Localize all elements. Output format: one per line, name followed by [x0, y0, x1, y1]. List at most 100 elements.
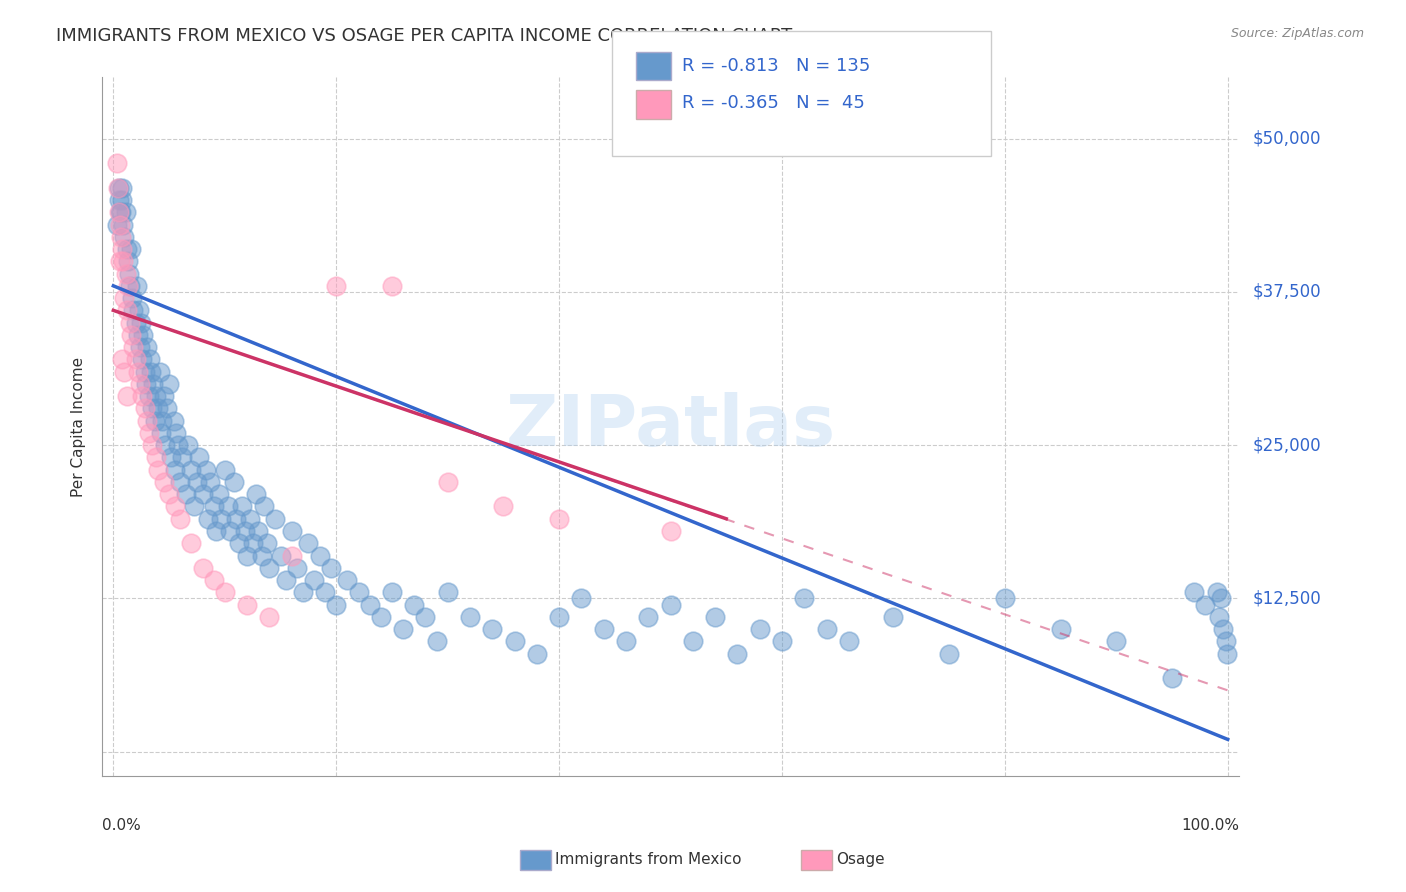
Point: [381, 585, 404, 599]
Point: [142, 376, 165, 391]
Point: [124, 352, 146, 367]
Point: [156, 401, 179, 416]
Point: [704, 610, 727, 624]
Point: [191, 487, 214, 501]
Point: [114, 205, 136, 219]
Point: [370, 610, 392, 624]
Point: [122, 340, 145, 354]
Point: [114, 291, 136, 305]
Point: [214, 585, 236, 599]
Point: [219, 524, 242, 538]
Point: [134, 401, 156, 416]
Point: [128, 303, 150, 318]
Point: [381, 278, 404, 293]
Point: [108, 205, 131, 219]
Point: [117, 278, 139, 293]
Point: [436, 475, 458, 489]
Point: [188, 450, 211, 465]
Point: [231, 500, 253, 514]
Point: [105, 156, 128, 170]
Point: [141, 365, 163, 379]
Point: [105, 218, 128, 232]
Point: [194, 463, 217, 477]
Point: [425, 634, 447, 648]
Point: [297, 536, 319, 550]
Point: [308, 549, 330, 563]
Point: [481, 622, 503, 636]
Point: [770, 634, 793, 648]
Point: [167, 438, 190, 452]
Point: [592, 622, 614, 636]
Point: [139, 352, 162, 367]
Point: [415, 610, 437, 624]
Text: $12,500: $12,500: [1253, 590, 1322, 607]
Point: [325, 598, 347, 612]
Point: [107, 181, 129, 195]
Point: [256, 536, 278, 550]
Text: Source: ZipAtlas.com: Source: ZipAtlas.com: [1230, 27, 1364, 40]
Point: [120, 278, 142, 293]
Point: [110, 205, 132, 219]
Point: [110, 229, 132, 244]
Point: [404, 598, 426, 612]
Point: [108, 205, 131, 219]
Point: [436, 585, 458, 599]
Point: [149, 365, 172, 379]
Text: ZIPatlas: ZIPatlas: [506, 392, 835, 461]
Text: $37,500: $37,500: [1253, 283, 1322, 301]
Point: [882, 610, 904, 624]
Point: [121, 291, 143, 305]
Point: [111, 352, 134, 367]
Point: [682, 634, 704, 648]
Point: [659, 598, 682, 612]
Point: [141, 401, 163, 416]
Point: [191, 561, 214, 575]
Point: [135, 414, 157, 428]
Point: [1208, 610, 1230, 624]
Point: [725, 647, 748, 661]
Text: R = -0.813   N = 135: R = -0.813 N = 135: [682, 57, 870, 75]
Point: [143, 414, 166, 428]
Text: Immigrants from Mexico: Immigrants from Mexico: [555, 853, 742, 867]
Point: [291, 585, 314, 599]
Point: [336, 573, 359, 587]
Point: [1049, 622, 1071, 636]
Point: [994, 591, 1017, 606]
Point: [183, 500, 205, 514]
Point: [503, 634, 526, 648]
Point: [208, 487, 231, 501]
Point: [127, 327, 149, 342]
Point: [1212, 622, 1234, 636]
Point: [200, 475, 222, 489]
Point: [174, 487, 197, 501]
Point: [259, 610, 281, 624]
Point: [115, 389, 138, 403]
Point: [314, 585, 336, 599]
Point: [141, 438, 163, 452]
Point: [108, 181, 131, 195]
Point: [114, 365, 136, 379]
Point: [236, 549, 259, 563]
Point: [108, 218, 131, 232]
Point: [793, 591, 815, 606]
Point: [129, 316, 152, 330]
Point: [938, 647, 960, 661]
Point: [202, 573, 225, 587]
Point: [548, 610, 571, 624]
Point: [236, 598, 259, 612]
Point: [115, 303, 138, 318]
Point: [115, 242, 138, 256]
Point: [108, 254, 131, 268]
Point: [152, 389, 174, 403]
Point: [222, 475, 245, 489]
Point: [124, 316, 146, 330]
Point: [815, 622, 838, 636]
Point: [180, 536, 202, 550]
Point: [659, 524, 682, 538]
Point: [197, 512, 219, 526]
Point: [347, 585, 370, 599]
Point: [160, 450, 183, 465]
Point: [225, 512, 247, 526]
Point: [1182, 585, 1205, 599]
Point: [169, 512, 191, 526]
